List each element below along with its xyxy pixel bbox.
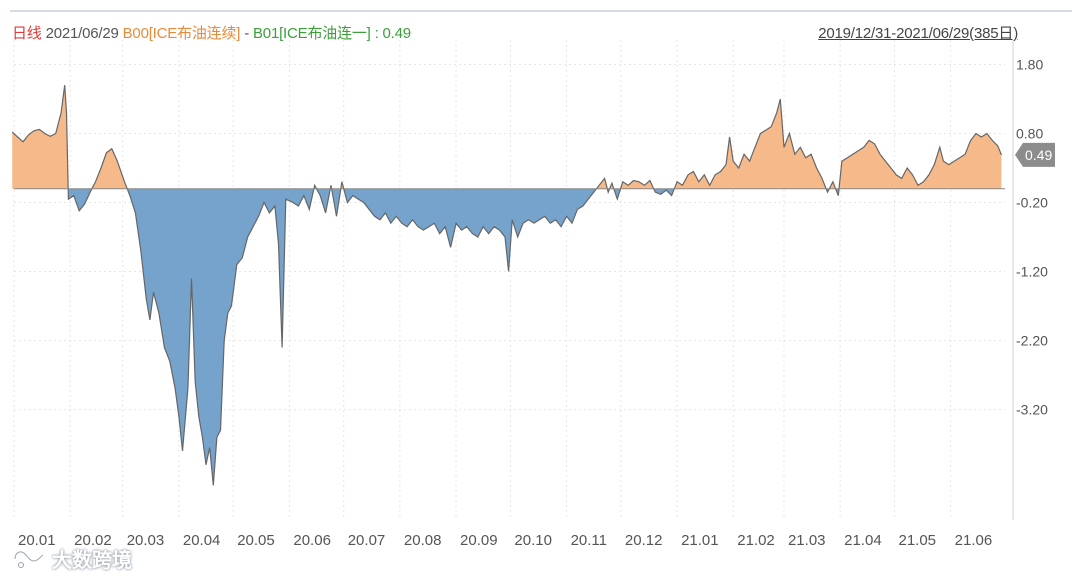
y-axis-ticks: 1.80 0.80 -0.20 -1.20 -2.20 -3.20 [1016,57,1048,418]
negative-area [613,188,621,200]
y-tick-label: -0.20 [1016,195,1048,211]
x-tick-label: 20.07 [348,532,386,549]
x-tick-label: 20.03 [127,532,165,549]
watermark-text: 大数跨境 [52,550,132,572]
x-tick-label: 20.06 [293,532,331,549]
x-tick-label: 21.06 [955,532,993,549]
series-b-label[interactable]: B01[ICE布油连一] [253,25,371,42]
x-tick-label: 20.11 [571,532,607,549]
watermark: 大数跨境 [12,544,132,573]
x-tick-label: 20.04 [183,532,221,549]
x-tick-label: 21.03 [788,532,826,549]
y-tick-label: -2.20 [1016,333,1048,349]
x-tick-label: 20.01 [18,532,56,549]
period-label: 日线 [12,25,42,42]
area-fills [11,85,1005,486]
positive-area [12,85,69,189]
x-tick-label: 21.04 [844,532,882,549]
x-tick-label: 21.01 [681,532,719,549]
positive-area [91,148,128,189]
current-value-label: : 0.49 [370,25,412,42]
chart-header: 日线 2021/06/29 B00[ICE布油连续] - B01[ICE布油连一… [12,22,411,43]
x-tick-label: 20.08 [404,532,442,549]
x-tick-label: 21.05 [898,532,936,549]
negative-area [331,188,341,217]
series-a-label[interactable]: B00[ICE布油连续] [122,25,241,42]
y-tick-label: -1.20 [1016,264,1048,280]
x-tick-label: 20.02 [74,532,112,549]
current-value-marker [1015,142,1055,167]
negative-area [68,188,92,211]
x-tick-label: 21.02 [737,532,775,549]
negative-area [127,188,314,486]
y-tick-label: 1.80 [1016,57,1043,73]
positive-area [674,99,827,189]
positive-area [839,133,1002,189]
x-tick-label: 20.10 [514,532,552,549]
series-separator: - [240,25,253,42]
y-tick-label: 0.80 [1016,126,1043,142]
positive-area [620,180,654,189]
x-axis-ticks: 20.01 20.02 20.03 20.04 20.05 20.06 20.07 20.08… [18,532,992,549]
date-range-selector[interactable]: 2019/12/31-2021/06/29(385日) [818,25,1018,42]
x-tick-label: 20.05 [237,532,275,549]
negative-area [653,188,675,196]
watermark-logo-icon [13,549,45,568]
x-tick-label: 20.12 [625,532,663,549]
x-tick-label: 20.09 [460,532,498,549]
top-rule [10,10,1072,12]
current-value-badge: 0.49 [1015,142,1055,167]
current-value-badge-text: 0.49 [1025,147,1052,163]
y-tick-label: -3.20 [1016,402,1048,418]
spread-line [11,85,1002,486]
date-label: 2021/06/29 [45,25,119,42]
